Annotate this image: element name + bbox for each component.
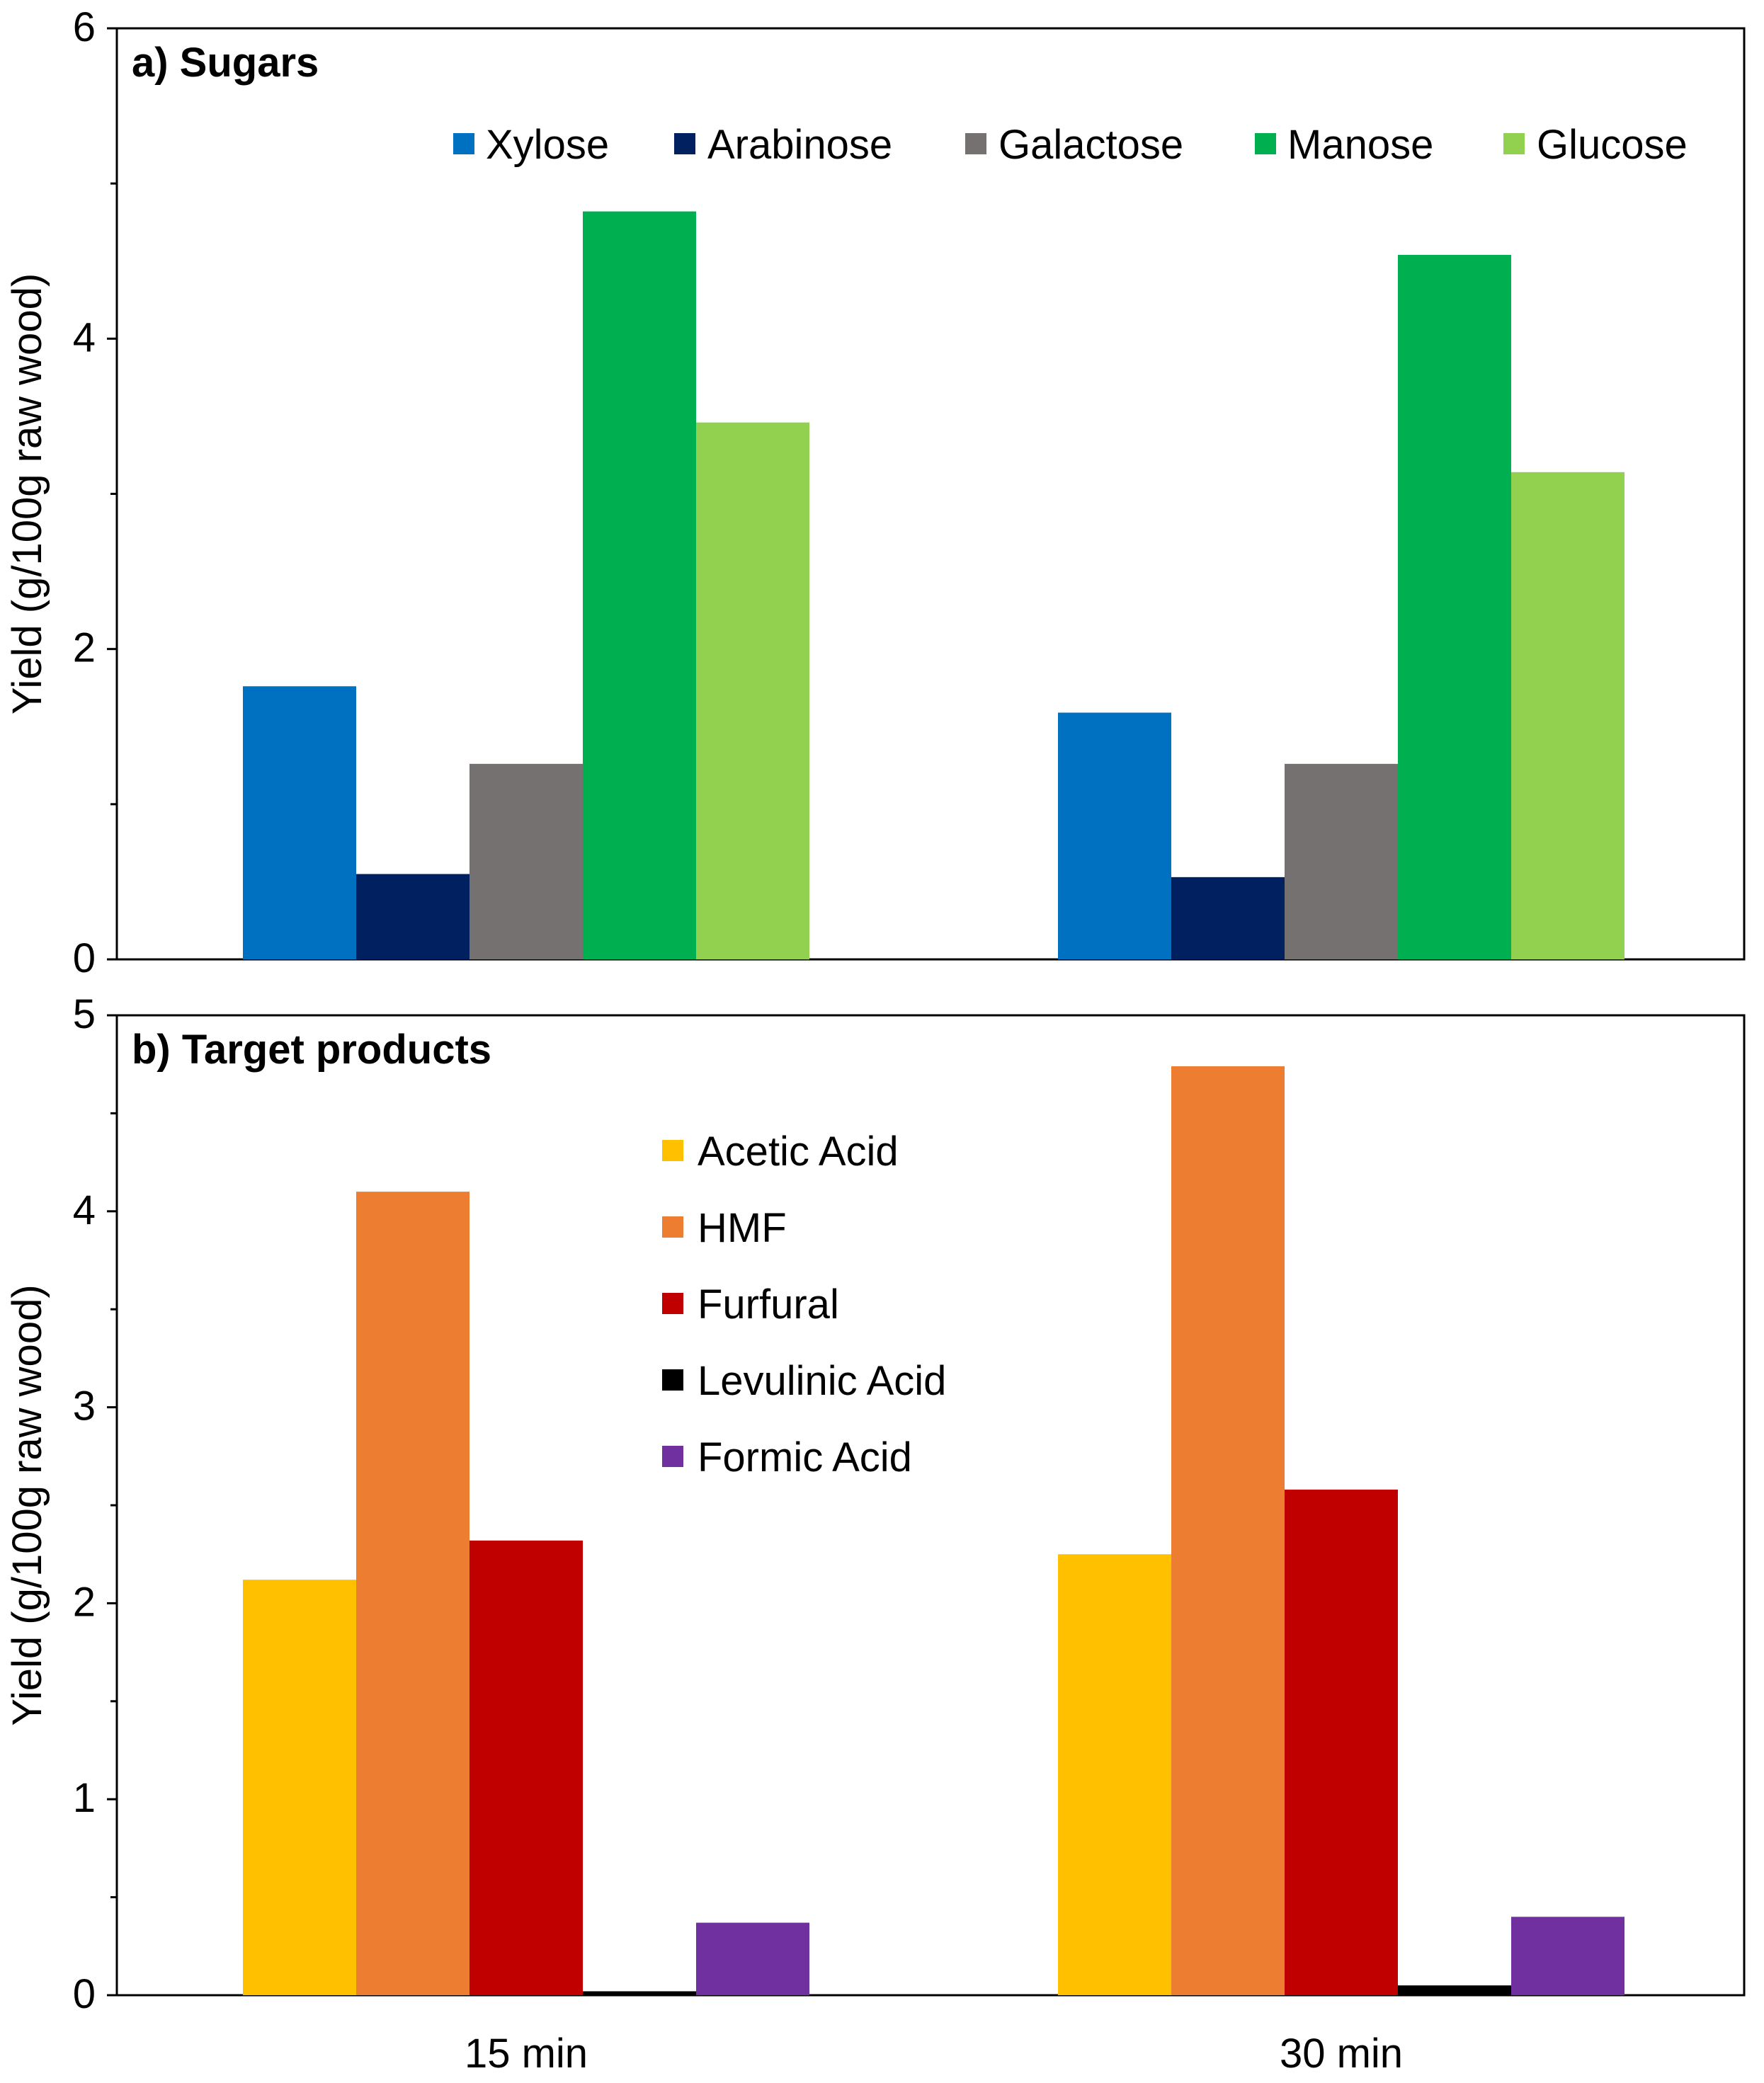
legend-label-glucose: Glucose — [1537, 122, 1688, 168]
y-tick-label: 6 — [73, 4, 96, 50]
y-tick-label: 2 — [73, 625, 96, 671]
y-axis-label: Yield (g/100g raw wood) — [4, 1284, 50, 1725]
bar-glucose-30-min — [1511, 472, 1624, 959]
y-tick-label: 5 — [73, 991, 96, 1037]
panel-title: b) Target products — [132, 1027, 491, 1073]
bar-levulinic-acid-30-min — [1398, 1985, 1511, 1995]
bar-galactose-15-min — [470, 763, 583, 959]
legend-swatch-levulinic-acid — [662, 1369, 683, 1391]
legend-swatch-furfural — [662, 1293, 683, 1314]
bar-acetic-acid-15-min — [243, 1580, 356, 1995]
y-tick-label: 0 — [73, 935, 96, 981]
legend-label-formic-acid: Formic Acid — [698, 1434, 912, 1480]
x-tick-label: 15 min — [465, 2031, 588, 2077]
legend-swatch-galactose — [965, 133, 986, 154]
x-tick-label: 30 min — [1280, 2031, 1403, 2077]
y-tick-label: 1 — [73, 1775, 96, 1821]
bar-furfural-30-min — [1285, 1489, 1398, 1995]
y-tick-label: 4 — [73, 314, 96, 360]
bar-acetic-acid-30-min — [1058, 1554, 1171, 1995]
legend-label-hmf: HMF — [698, 1205, 787, 1251]
legend-swatch-xylose — [453, 133, 474, 154]
legend: Xylose Arabinose Galactose Manose Glucose — [453, 122, 1688, 168]
bar-glucose-15-min — [696, 422, 809, 959]
y-tick-label: 0 — [73, 1971, 96, 2017]
legend-swatch-glucose — [1503, 133, 1525, 154]
y-tick-label: 4 — [73, 1187, 96, 1233]
legend-swatch-acetic-acid — [662, 1140, 683, 1161]
bar-xylose-30-min — [1058, 712, 1171, 959]
bar-hmf-15-min — [356, 1192, 470, 1995]
bar-manose-15-min — [583, 211, 696, 959]
panel-b-target-products: 0 1 2 3 4 5 Yield (g/100g raw wood) b) Target p… — [4, 991, 1746, 2077]
y-tick-label: 2 — [73, 1579, 96, 1625]
y-tick-label: 3 — [73, 1383, 96, 1429]
panel-a-sugars: 0 2 4 6 Yield (g/100g raw wood) a) Sugars Xylo… — [4, 4, 1746, 981]
panel-title: a) Sugars — [132, 40, 319, 86]
bar-furfural-15-min — [470, 1540, 583, 1995]
bar-arabinose-15-min — [356, 874, 470, 959]
legend-swatch-hmf — [662, 1216, 683, 1238]
bar-manose-30-min — [1398, 254, 1511, 959]
legend-label-levulinic-acid: Levulinic Acid — [698, 1358, 946, 1404]
bar-hmf-30-min — [1171, 1066, 1285, 1995]
bar-galactose-30-min — [1285, 763, 1398, 959]
legend-label-arabinose: Arabinose — [707, 122, 892, 168]
legend-swatch-arabinose — [674, 133, 695, 154]
legend-swatch-formic-acid — [662, 1446, 683, 1467]
bar-formic-acid-15-min — [696, 1922, 809, 1995]
legend-label-furfural: Furfural — [698, 1282, 839, 1328]
y-axis-label: Yield (g/100g raw wood) — [4, 273, 50, 714]
legend-label-xylose: Xylose — [486, 122, 609, 168]
bar-formic-acid-30-min — [1511, 1917, 1624, 1995]
legend-label-acetic-acid: Acetic Acid — [698, 1129, 899, 1175]
legend: Acetic Acid HMF Furfural Levulinic Acid Form… — [662, 1129, 946, 1480]
bar-arabinose-30-min — [1171, 877, 1285, 959]
bar-levulinic-acid-15-min — [583, 1991, 696, 1995]
bar-xylose-15-min — [243, 686, 356, 959]
legend-label-manose: Manose — [1287, 122, 1433, 168]
legend-label-galactose: Galactose — [998, 122, 1183, 168]
legend-swatch-manose — [1255, 133, 1276, 154]
